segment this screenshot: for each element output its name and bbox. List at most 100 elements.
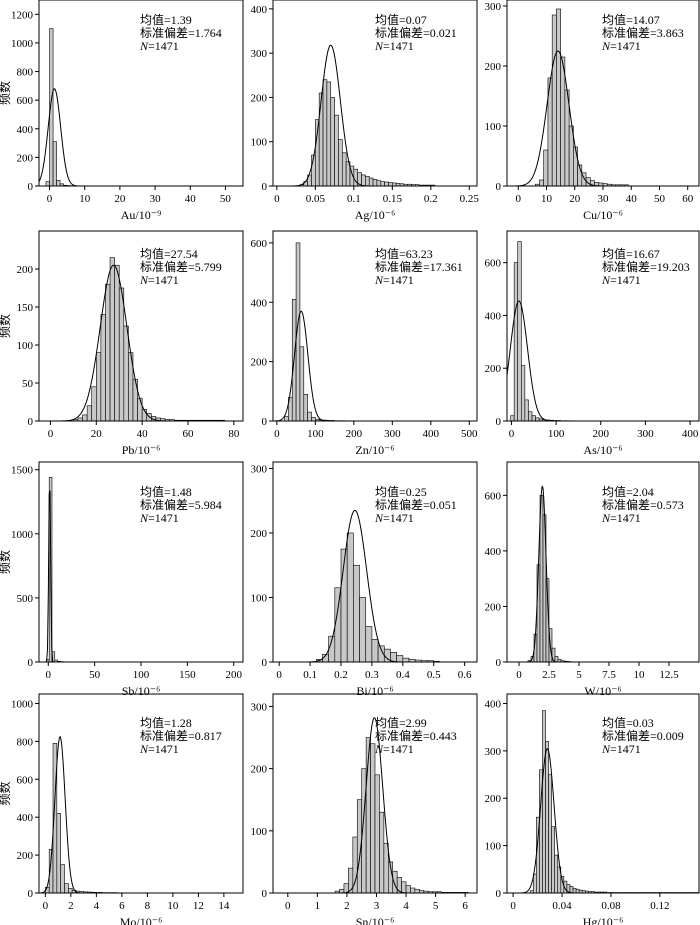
x-tick-label: 200	[225, 669, 242, 681]
y-tick-label: 0	[28, 657, 34, 669]
histogram-panel-mo: 0 2 4 6 8 10 12 14 0 200 400 600 800 1000 Mo/10⁻⁶ 频数 均值=…	[0, 693, 244, 925]
plot-frame	[272, 693, 478, 894]
stat-sd: 标准偏差=5.799	[140, 259, 222, 274]
histogram-bar	[376, 180, 382, 187]
y-tick-label: 200	[251, 92, 268, 104]
stat-sd: 标准偏差=0.021	[375, 25, 457, 40]
x-tick-label: 12.5	[659, 669, 679, 681]
histogram-bar	[520, 365, 526, 422]
y-tick-label: 600	[17, 774, 34, 786]
x-tick-label: 0.3	[365, 669, 379, 681]
histogram-bar	[414, 888, 420, 894]
y-tick-label: 0	[28, 416, 34, 428]
x-tick-label: 30	[598, 193, 610, 205]
stat-mean: 均值=1.28	[140, 715, 192, 730]
histogram-bar	[536, 564, 541, 663]
histogram-bar	[60, 864, 65, 894]
stat-n: N=1471	[374, 742, 414, 756]
histogram-bar	[401, 881, 407, 894]
x-tick-label: 0	[516, 669, 522, 681]
stat-sd: 标准偏差=0.009	[602, 728, 684, 743]
histogram-bar	[109, 257, 115, 422]
histogram-bar	[410, 887, 416, 894]
stat-sd: 标准偏差=17.361	[375, 259, 463, 274]
y-tick-label: 1000	[11, 529, 34, 541]
stat-mean: 均值=0.07	[375, 12, 427, 27]
histogram-bar	[383, 842, 389, 894]
x-tick-label: 4	[403, 900, 409, 912]
normal-fit-curve	[507, 748, 699, 894]
x-tick-label: 40	[185, 193, 197, 205]
histogram-bar	[513, 262, 519, 422]
histogram-bar	[556, 8, 561, 187]
x-tick-label: 400	[682, 428, 699, 440]
y-tick-label: 600	[17, 95, 34, 107]
y-tick-label: 1000	[11, 698, 34, 710]
x-tick-label: 20	[569, 193, 581, 205]
x-tick-label: 0	[509, 428, 515, 440]
x-axis-label: Cu/10⁻⁶	[583, 208, 623, 222]
histogram-bar	[548, 774, 552, 894]
x-tick-label: 60	[682, 193, 694, 205]
plot-frame	[506, 230, 700, 422]
x-tick-label: 0.2	[424, 193, 438, 205]
histogram-bar	[531, 415, 536, 422]
y-tick-label: 300	[251, 463, 268, 475]
x-tick-label: 400	[423, 428, 440, 440]
x-tick-label: 200	[346, 428, 363, 440]
histogram-bar	[322, 79, 328, 187]
stat-mean: 均值=16.67	[602, 246, 660, 261]
stat-n: N=1471	[601, 273, 641, 287]
histogram-bar	[114, 264, 120, 422]
histogram-bar	[402, 657, 410, 663]
histogram-bar	[380, 181, 385, 187]
y-tick-label: 1500	[11, 465, 34, 477]
histogram-bar	[569, 886, 574, 894]
y-tick-label: 100	[251, 137, 268, 149]
y-tick-label: 0	[496, 181, 502, 193]
histogram-bar	[326, 81, 332, 187]
histogram-bar	[100, 314, 106, 422]
histogram-bar	[68, 887, 73, 894]
x-tick-label: 40	[626, 193, 638, 205]
y-tick-label: 400	[17, 812, 34, 824]
y-tick-label: 0	[496, 888, 502, 900]
histogram-bar	[307, 411, 312, 422]
y-tick-label: 0	[496, 416, 502, 428]
x-tick-label: 0.2	[334, 669, 348, 681]
y-tick-label: 100	[17, 340, 34, 352]
x-tick-label: 0	[274, 428, 280, 440]
histogram-bar	[86, 405, 93, 422]
x-tick-label: 10	[167, 900, 179, 912]
stat-mean: 均值=0.25	[375, 484, 427, 499]
histogram-bar	[56, 813, 61, 894]
y-tick-label: 300	[251, 701, 268, 713]
y-tick-label: 50	[22, 378, 34, 390]
histogram-bar	[554, 854, 559, 894]
stat-n: N=1471	[139, 273, 179, 287]
histogram-bar	[543, 149, 549, 187]
histogram-panel-w: 0 2.5 5 7.5 10 12.5 0 200 400 600 W/10⁻⁶ 均值=2.04标准偏…	[485, 461, 700, 698]
stat-sd: 标准偏差=1.764	[140, 25, 222, 40]
x-tick-label: 300	[637, 428, 654, 440]
histogram-panel-as: 0 100 200 300 400 0 200 400 600 As/10⁻⁶ 均值=16.67标准…	[485, 230, 700, 457]
histogram-bar	[370, 743, 376, 894]
x-tick-label: 0	[285, 900, 291, 912]
x-axis-label: Hg/10⁻⁶	[583, 915, 624, 925]
y-tick-label: 400	[485, 310, 502, 322]
x-tick-label: 20	[91, 428, 103, 440]
x-axis-label: As/10⁻⁶	[583, 443, 622, 457]
y-tick-label: 0	[262, 657, 268, 669]
histogram-bar	[91, 386, 97, 422]
histogram-bar	[528, 411, 533, 422]
y-tick-label: 500	[17, 593, 34, 605]
y-tick-label: 100	[251, 826, 268, 838]
x-tick-label: 100	[548, 428, 565, 440]
x-tick-label: 0	[46, 669, 52, 681]
histogram-bar	[348, 867, 354, 894]
histogram-bar	[346, 532, 354, 663]
x-tick-label: 0.05	[306, 193, 326, 205]
normal-fit-curve	[507, 50, 699, 187]
x-tick-label: 7.5	[602, 669, 616, 681]
normal-fit-curve	[39, 264, 243, 422]
